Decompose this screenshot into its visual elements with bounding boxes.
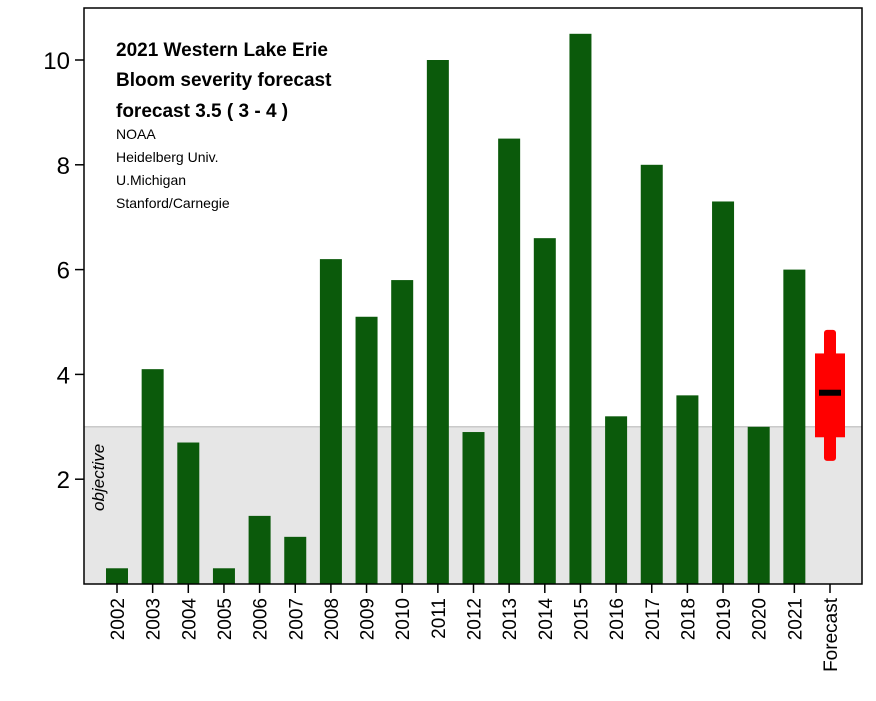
forecast-group [815, 329, 845, 461]
chart-title-line-2: Bloom severity forecast [116, 70, 332, 91]
forecast-median [819, 389, 841, 396]
bar-2012 [462, 432, 485, 584]
objective-label: objective [89, 444, 108, 511]
x-tick-label-2017: 2017 [643, 598, 664, 640]
x-tick-label-2002: 2002 [108, 598, 129, 640]
y-tick-label-4: 4 [57, 362, 70, 389]
bar-2021 [783, 269, 806, 584]
x-tick-label-2014: 2014 [536, 598, 557, 641]
y-tick-label-6: 6 [57, 258, 70, 285]
x-tick-label-2013: 2013 [500, 598, 521, 640]
x-tick-label-2003: 2003 [144, 598, 165, 640]
x-tick-label-2008: 2008 [322, 598, 343, 640]
bar-2005 [212, 568, 235, 584]
bar-2017 [640, 164, 663, 585]
x-tick-label-2020: 2020 [750, 598, 771, 640]
bar-2014 [533, 238, 556, 584]
bars-group [106, 33, 806, 585]
bar-2008 [319, 259, 342, 584]
bar-2018 [676, 395, 699, 584]
x-tick-label-2010: 2010 [393, 598, 414, 640]
x-tick-label-2005: 2005 [215, 598, 236, 640]
bar-2010 [391, 280, 414, 584]
x-tick-label-2016: 2016 [607, 598, 628, 640]
x-tick-label-Forecast: Forecast [821, 597, 842, 672]
x-tick-label-2015: 2015 [571, 598, 592, 640]
chart-title-block: 2021 Western Lake Erie Bloom severity fo… [116, 40, 332, 211]
x-tick-label-2018: 2018 [678, 598, 699, 640]
bar-2015 [569, 33, 592, 585]
y-tick-label-2: 2 [57, 467, 70, 494]
bar-2013 [498, 138, 521, 584]
y-tick-label-8: 8 [57, 153, 70, 180]
x-tick-label-2004: 2004 [179, 598, 200, 641]
bar-2003 [141, 369, 164, 584]
x-tick-label-2007: 2007 [286, 598, 307, 640]
credit-umichigan: U.Michigan [116, 172, 186, 188]
bar-2006 [248, 515, 271, 584]
x-tick-label-2019: 2019 [714, 598, 735, 640]
bar-2019 [712, 201, 735, 585]
bar-2007 [284, 536, 307, 584]
chart-title-line-1: 2021 Western Lake Erie [116, 40, 328, 61]
bar-2020 [747, 426, 770, 584]
x-tick-label-2011: 2011 [429, 598, 450, 639]
y-tick-label-10: 10 [43, 48, 70, 75]
bar-2004 [177, 442, 200, 584]
x-tick-label-2009: 2009 [358, 598, 379, 640]
bar-2016 [605, 416, 628, 584]
x-tick-label-2006: 2006 [251, 598, 272, 640]
credit-stanford-carnegie: Stanford/Carnegie [116, 195, 230, 211]
bar-2009 [355, 316, 378, 584]
x-tick-label-2012: 2012 [465, 598, 486, 640]
bar-2002 [106, 568, 128, 584]
chart-title-line-3: forecast 3.5 ( 3 - 4 ) [116, 101, 288, 122]
credit-heidelberg: Heidelberg Univ. [116, 149, 218, 165]
credit-noaa: NOAA [116, 126, 156, 142]
x-axis: 2002 2003 2004 2005 2006 2007 2008 2009 2010 2011… [108, 584, 842, 672]
x-tick-label-2021: 2021 [785, 598, 806, 640]
bar-2011 [426, 60, 449, 584]
y-axis: 2 4 6 8 10 [43, 48, 84, 494]
